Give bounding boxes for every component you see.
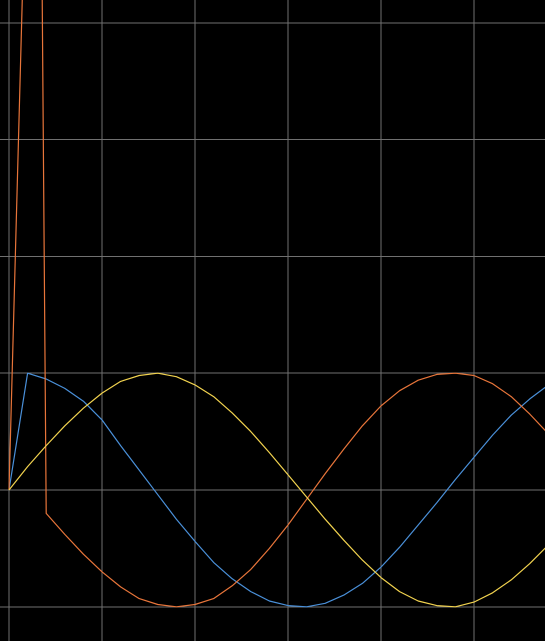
series-layer bbox=[8, 0, 545, 608]
series-line-3 bbox=[8, 372, 545, 608]
series-line-1 bbox=[8, 372, 545, 608]
series-line-2 bbox=[8, 0, 545, 608]
